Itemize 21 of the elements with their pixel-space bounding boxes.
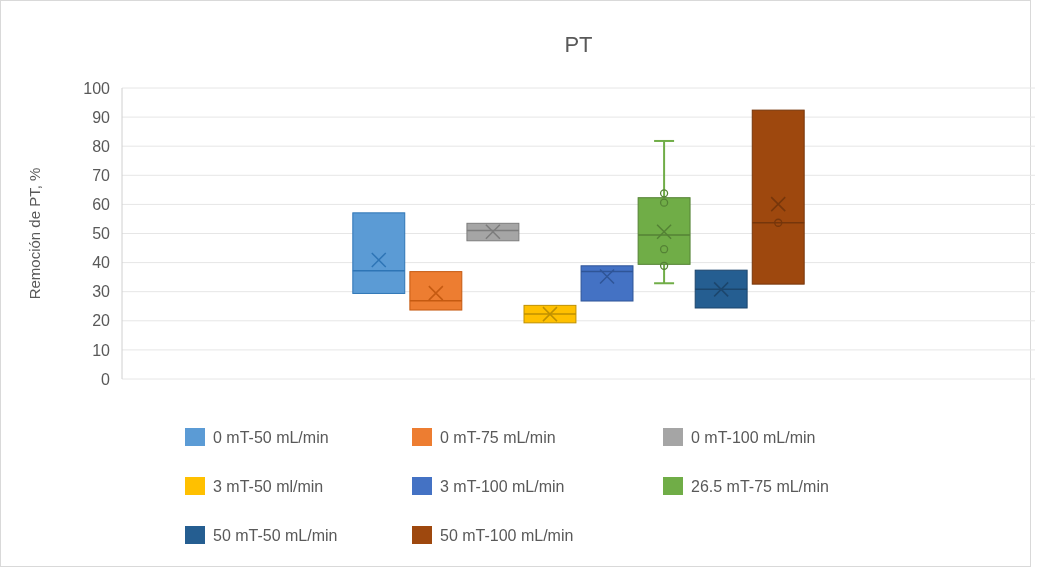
y-tick-label: 60 (92, 196, 111, 213)
legend-label: 0 mT-50 mL/min (213, 428, 329, 446)
y-tick-label: 40 (92, 254, 111, 272)
y-tick-label: 70 (92, 166, 111, 184)
legend-label: 3 mT-100 mL/min (440, 477, 565, 495)
y-axis-title: Remoción de PT, % (26, 167, 43, 300)
legend-label: 26.5 mT-75 mL/min (691, 477, 829, 495)
y-tick-label: 100 (83, 79, 111, 97)
legend-label: 0 mT-100 mL/min (691, 428, 816, 446)
chart-title: PT (564, 32, 593, 57)
y-tick-label: 90 (92, 108, 111, 126)
legend-label: 50 mT-50 mL/min (213, 526, 338, 544)
y-tick-label: 50 (92, 225, 111, 243)
legend-label: 50 mT-100 mL/min (440, 526, 574, 544)
y-tick-label: 0 (101, 370, 111, 388)
y-tick-label: 30 (92, 283, 111, 301)
y-tick-label: 20 (92, 312, 111, 330)
y-tick-label: 80 (92, 137, 111, 155)
y-tick-label: 10 (92, 341, 111, 359)
legend-label: 0 mT-75 mL/min (440, 428, 556, 446)
legend-label: 3 mT-50 ml/min (213, 477, 324, 495)
